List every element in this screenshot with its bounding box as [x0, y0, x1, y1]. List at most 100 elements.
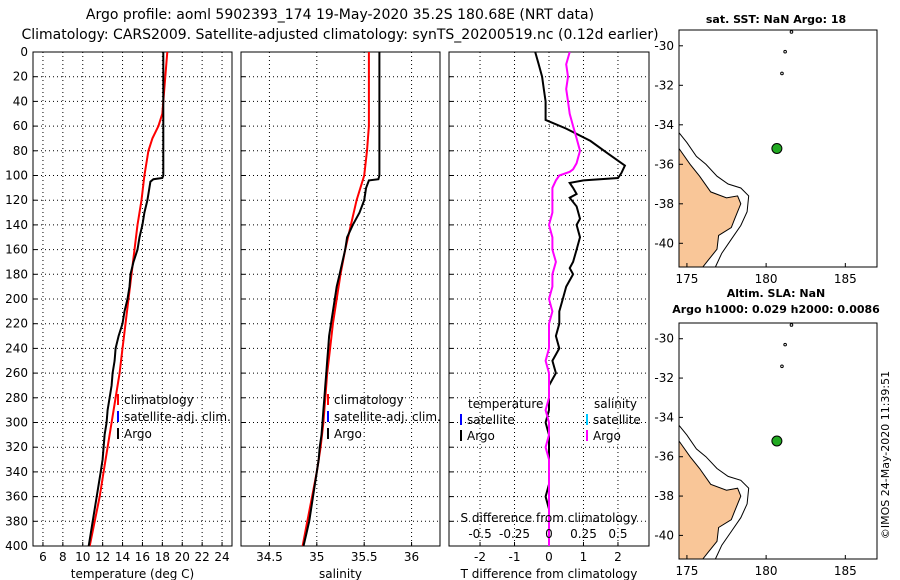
bathymetry-contour	[678, 132, 750, 268]
y-tick-label: 100	[5, 169, 28, 183]
map-y-tick-label: -40	[654, 528, 674, 542]
island	[780, 71, 784, 76]
header-title-line2: Climatology: CARS2009. Satellite-adjuste…	[21, 27, 658, 43]
y-tick-label: 160	[5, 243, 28, 257]
map-frame	[678, 322, 878, 560]
x-tick-label: 0	[545, 550, 553, 564]
legend-label: satellite-adj. clim.	[124, 410, 231, 424]
map-subtitle: Argo h1000: 0.029 h2000: 0.0086	[672, 303, 880, 316]
legend-title: salinity	[594, 397, 637, 411]
y-tick-label: 20	[13, 70, 28, 84]
legend-swatch	[327, 428, 329, 439]
x-tick-label: 1	[580, 550, 588, 564]
legend-swatch	[586, 430, 588, 441]
map-x-tick-label: 185	[834, 564, 857, 578]
y-tick-label: 360	[5, 490, 28, 504]
legend-swatch	[460, 430, 462, 441]
x-axis-label: salinity	[319, 567, 362, 580]
map-y-tick-label: -32	[654, 371, 674, 385]
x-tick-label: 22	[195, 550, 210, 564]
island	[780, 364, 784, 369]
legend-swatch	[327, 394, 329, 405]
y-tick-label: 320	[5, 440, 28, 454]
x-tick-label: 8	[59, 550, 67, 564]
island	[783, 342, 787, 347]
x-tick-label: 35.5	[351, 550, 378, 564]
legend-swatch	[460, 414, 462, 425]
series-line-s-difference	[544, 51, 582, 546]
island	[789, 30, 794, 34]
map-y-tick-label: -34	[654, 410, 674, 424]
y-tick-label: 40	[13, 94, 28, 108]
legend-swatch	[327, 411, 329, 422]
x-tick-label: 16	[135, 550, 150, 564]
legend-label: Argo	[593, 429, 621, 443]
x-tick-label: 20	[175, 550, 190, 564]
difference-profile-panel: -2 -1 0 1 2 T difference from climatology S di…	[448, 51, 650, 580]
y-tick-label: 180	[5, 267, 28, 281]
y-tick-label: 400	[5, 539, 28, 553]
map-x-tick-label: 185	[834, 272, 857, 286]
map-x-tick-label: 175	[675, 564, 698, 578]
x-tick-label: 14	[115, 550, 130, 564]
header-title-line1: Argo profile: aoml 5902393_174 19-May-20…	[86, 7, 594, 23]
legend-label: satellite-adj. clim.	[334, 410, 441, 424]
y-tick-label: 200	[5, 292, 28, 306]
legend-title: temperature	[468, 397, 543, 411]
x-tick-label-secondary: -0.25	[499, 527, 530, 541]
y-tick-label: 240	[5, 341, 28, 355]
argo-float-marker	[771, 143, 783, 154]
map-y-tick-label: -38	[654, 197, 674, 211]
x-tick-label: 18	[155, 550, 170, 564]
x-tick-label: 10	[75, 550, 90, 564]
legend-label: Argo	[124, 427, 152, 441]
x-tick-label: 2	[614, 550, 622, 564]
x-tick-label: 36	[404, 550, 419, 564]
y-tick-label: 340	[5, 465, 28, 479]
map-y-tick-label: -34	[654, 118, 674, 132]
map-x-tick-label: 180	[755, 272, 778, 286]
legend-swatch	[117, 394, 119, 405]
x-tick-label: 6	[39, 550, 47, 564]
map-y-tick-label: -32	[654, 78, 674, 92]
x-tick-label-secondary: 0.5	[608, 527, 627, 541]
y-tick-label: 0	[20, 45, 28, 59]
map-x-tick-label: 180	[755, 564, 778, 578]
map-y-tick-label: -36	[654, 450, 674, 464]
x-tick-label-secondary: 0.25	[570, 527, 597, 541]
series-line-argo	[302, 52, 381, 547]
map-title: Altim. SLA: NaN	[727, 287, 826, 300]
island	[789, 323, 794, 327]
x-tick-label: 24	[214, 550, 229, 564]
series-line-t-difference	[534, 51, 627, 546]
map-title: sat. SST: NaN Argo: 18	[706, 13, 846, 26]
map-x-tick-label: 175	[675, 272, 698, 286]
y-tick-label: 120	[5, 193, 28, 207]
x-tick-label-secondary: 0	[545, 527, 553, 541]
legend-label: satellite	[467, 413, 515, 427]
sst-map-panel: sat. SST: NaN Argo: 18 175 180 185 -30 -32 -34…	[654, 13, 878, 286]
map-frame	[678, 29, 878, 268]
x-tick-label: 34.5	[256, 550, 283, 564]
legend-label: Argo	[334, 427, 362, 441]
x-axis-label-secondary: S difference from climatology	[461, 511, 638, 525]
x-axis-label: T difference from climatology	[460, 567, 638, 580]
map-y-tick-label: -36	[654, 157, 674, 171]
y-tick-label: 140	[5, 218, 28, 232]
x-tick-label: 12	[95, 550, 110, 564]
series-line-argo	[87, 52, 165, 547]
y-tick-label: 260	[5, 366, 28, 380]
land-new-zealand	[678, 146, 742, 268]
y-tick-label: 60	[13, 119, 28, 133]
legend-label: climatology	[124, 393, 194, 407]
map-y-tick-label: -38	[654, 489, 674, 503]
y-tick-label: 80	[13, 144, 28, 158]
legend-label: Argo	[467, 429, 495, 443]
x-tick-label: -2	[474, 550, 486, 564]
argo-float-marker	[771, 435, 783, 447]
y-tick-label: 220	[5, 317, 28, 331]
salinity-profile-panel: 34.5 35 35.5 36 salinity climatology satellite…	[240, 51, 441, 580]
map-y-tick-label: -40	[654, 236, 674, 250]
x-tick-label: -1	[509, 550, 521, 564]
